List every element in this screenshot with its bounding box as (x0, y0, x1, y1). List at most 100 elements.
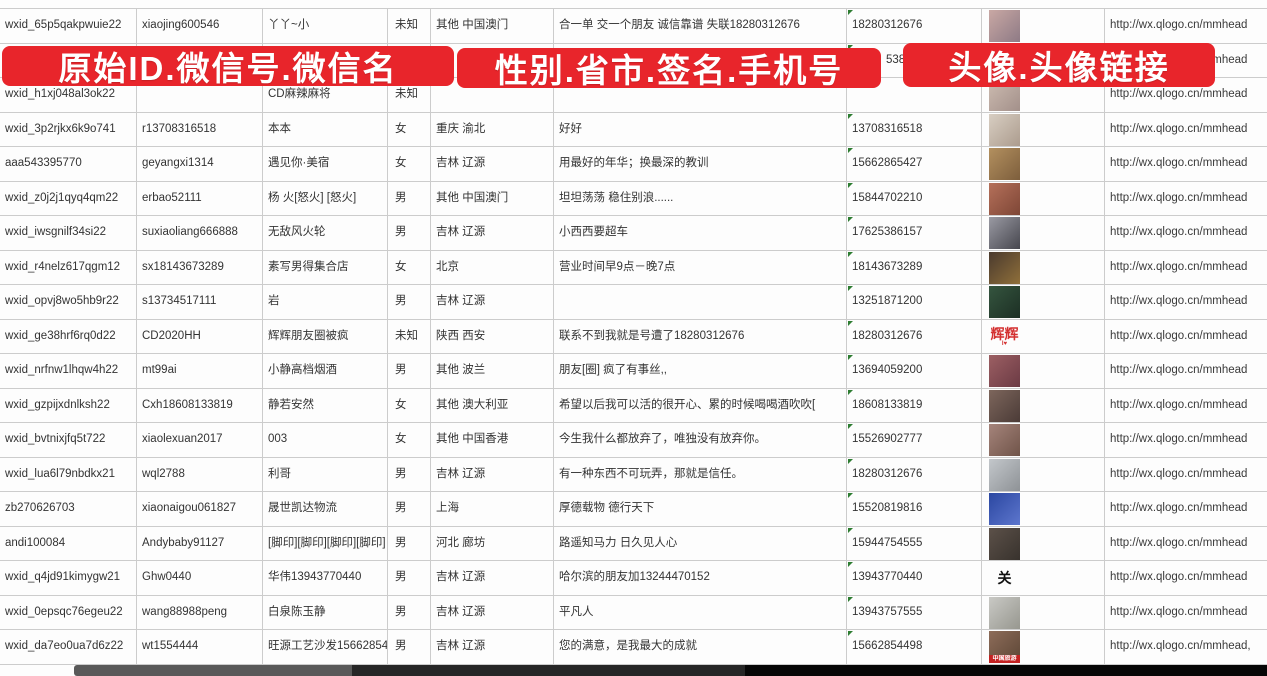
cell-avatar[interactable] (982, 492, 1105, 526)
progress-segment[interactable] (745, 665, 1267, 676)
cell-gender[interactable]: 男 (388, 561, 431, 595)
cell-wechat-id[interactable]: xiaolexuan2017 (137, 423, 263, 457)
cell-avatar-link[interactable]: http://wx.qlogo.cn/mmhead (1110, 467, 1248, 480)
cell-gender[interactable]: 男 (388, 526, 431, 561)
avatar-image[interactable] (989, 251, 1020, 284)
cell-wechat-name[interactable]: 岩 (263, 285, 388, 319)
cell-original-id[interactable]: zb270626703 (0, 492, 137, 526)
cell-original-id[interactable]: wxid_ge38hrf6rq0d22 (0, 319, 137, 354)
cell-avatar-link[interactable]: http://wx.qlogo.cn/mmhead (1110, 19, 1248, 31)
cell-signature[interactable]: 路遥知马力 日久见人心 (554, 526, 847, 561)
cell-wechat-name[interactable]: 素写男得集合店 (263, 250, 388, 285)
cell-wechat-name[interactable]: CD麻辣麻将 (263, 78, 388, 112)
cell-wechat-id[interactable]: Cxh18608133819 (137, 388, 263, 423)
cell-gender[interactable]: 女 (388, 250, 431, 285)
cell-gender[interactable]: 男 (388, 354, 431, 388)
cell-gender[interactable]: 男 (388, 216, 431, 250)
cell-wechat-id[interactable]: wt1554444 (137, 630, 263, 664)
cell-original-id[interactable]: wxid_z0j2j1qyq4qm22 (0, 181, 137, 216)
avatar-image[interactable] (989, 527, 1020, 560)
avatar-image[interactable] (989, 113, 1020, 146)
cell-gender[interactable]: 女 (388, 112, 431, 147)
cell-avatar[interactable] (982, 147, 1105, 181)
cell-phone[interactable]: 18280312676 (847, 319, 982, 354)
cell-phone[interactable]: 15520819816 (847, 492, 982, 526)
cell-wechat-name[interactable]: 晟世凯达物流 (263, 492, 388, 526)
cell-phone[interactable]: 15944754555 (847, 526, 982, 561)
cell-wechat-name[interactable]: 无敌风火轮 (263, 216, 388, 250)
cell-wechat-name[interactable]: 遇见你·美宿 (263, 147, 388, 181)
cell-wechat-name[interactable]: 丫丫~小 (263, 9, 388, 43)
cell-original-id[interactable]: wxid_iwsgnilf34si22 (0, 216, 137, 250)
cell-wechat-id[interactable]: xiaojing600546 (137, 9, 263, 43)
cell-avatar-link[interactable]: http://wx.qlogo.cn/mmhead (1110, 295, 1248, 308)
cell-signature[interactable]: 您的满意，是我最大的成就 (554, 630, 847, 664)
cell-phone[interactable]: 15526902777 (847, 423, 982, 457)
cell-region[interactable]: 上海 (431, 492, 554, 526)
cell-phone[interactable]: 18280312676 (847, 9, 982, 43)
cell-gender[interactable]: 女 (388, 388, 431, 423)
cell-region[interactable]: 吉林 辽源 (431, 630, 554, 664)
cell-signature[interactable] (554, 78, 847, 112)
cell-wechat-name[interactable]: 华伟13943770440 (263, 561, 388, 595)
cell-region[interactable]: 吉林 辽源 (431, 457, 554, 492)
cell-original-id[interactable]: wxid_h1xj048al3ok22 (0, 78, 137, 112)
avatar-image[interactable] (989, 10, 1020, 42)
cell-wechat-name[interactable]: [脚印][脚印][脚印][脚印] (263, 526, 388, 561)
cell-signature[interactable]: 坦坦荡荡 稳住别浪...... (554, 181, 847, 216)
cell-phone[interactable]: 15662865427 (847, 147, 982, 181)
cell-avatar[interactable] (982, 9, 1105, 43)
cell-avatar-link[interactable]: http://wx.qlogo.cn/mmhead (1110, 260, 1248, 273)
cell-wechat-id[interactable]: geyangxi1314 (137, 147, 263, 181)
cell-phone[interactable]: 18608133819 (847, 388, 982, 423)
cell-region[interactable]: 其他 中国澳门 (431, 181, 554, 216)
cell-signature[interactable]: 好好 (554, 112, 847, 147)
cell-wechat-id[interactable]: Ghw0440 (137, 561, 263, 595)
cell-signature[interactable]: 合一单 交一个朋友 诚信靠谱 失联18280312676 (554, 9, 847, 43)
cell-original-id[interactable]: wxid_3p2rjkx6k9o741 (0, 112, 137, 147)
cell-wechat-name[interactable]: 杨 火[怒火] [怒火] (263, 181, 388, 216)
progress-segment[interactable] (352, 665, 745, 676)
avatar-image[interactable]: 中国旅游 (989, 631, 1020, 664)
cell-wechat-id[interactable]: sx18143673289 (137, 250, 263, 285)
cell-gender[interactable]: 未知 (388, 9, 431, 43)
cell-region[interactable]: 河北 廊坊 (431, 526, 554, 561)
cell-avatar[interactable] (982, 526, 1105, 561)
avatar-image[interactable]: 辉辉 I♥ (989, 320, 1020, 353)
cell-wechat-id[interactable] (137, 78, 263, 112)
avatar-image[interactable] (989, 182, 1020, 215)
cell-avatar[interactable] (982, 388, 1105, 423)
cell-signature[interactable]: 小西西要超车 (554, 216, 847, 250)
cell-avatar-link[interactable]: http://wx.qlogo.cn/mmhead (1110, 433, 1248, 446)
cell-gender[interactable]: 女 (388, 423, 431, 457)
cell-phone[interactable]: 13943770440 (847, 561, 982, 595)
cell-region[interactable]: 其他 波兰 (431, 354, 554, 388)
avatar-image[interactable] (989, 596, 1020, 629)
cell-avatar[interactable]: 中国旅游 (982, 630, 1105, 664)
cell-original-id[interactable]: andi100084 (0, 526, 137, 561)
cell-signature[interactable]: 厚德载物 德行天下 (554, 492, 847, 526)
avatar-image[interactable]: 关 (989, 562, 1020, 595)
cell-signature[interactable]: 营业时间早9点－晚7点 (554, 250, 847, 285)
cell-avatar[interactable] (982, 181, 1105, 216)
cell-avatar-link[interactable]: http://wx.qlogo.cn/mmhead (1110, 398, 1248, 411)
cell-phone[interactable]: 13251871200 (847, 285, 982, 319)
cell-wechat-id[interactable]: CD2020HH (137, 319, 263, 354)
cell-avatar[interactable] (982, 354, 1105, 388)
cell-region[interactable]: 吉林 辽源 (431, 147, 554, 181)
cell-avatar-link[interactable]: http://wx.qlogo.cn/mmhead (1110, 191, 1248, 204)
cell-signature[interactable] (554, 285, 847, 319)
cell-phone[interactable]: 13694059200 (847, 354, 982, 388)
cell-phone[interactable]: 18143673289 (847, 250, 982, 285)
cell-gender[interactable]: 未知 (388, 319, 431, 354)
cell-wechat-id[interactable]: s13734517111 (137, 285, 263, 319)
cell-avatar[interactable] (982, 112, 1105, 147)
cell-gender[interactable]: 男 (388, 457, 431, 492)
avatar-image[interactable] (989, 217, 1020, 250)
cell-original-id[interactable]: wxid_65p5qakpwuie22 (0, 9, 137, 43)
cell-avatar-link[interactable]: http://wx.qlogo.cn/mmhead (1110, 226, 1248, 239)
cell-wechat-id[interactable]: suxiaoliang666888 (137, 216, 263, 250)
cell-avatar-link[interactable]: http://wx.qlogo.cn/mmhead (1110, 122, 1248, 135)
cell-gender[interactable]: 女 (388, 147, 431, 181)
cell-region[interactable]: 吉林 辽源 (431, 561, 554, 595)
